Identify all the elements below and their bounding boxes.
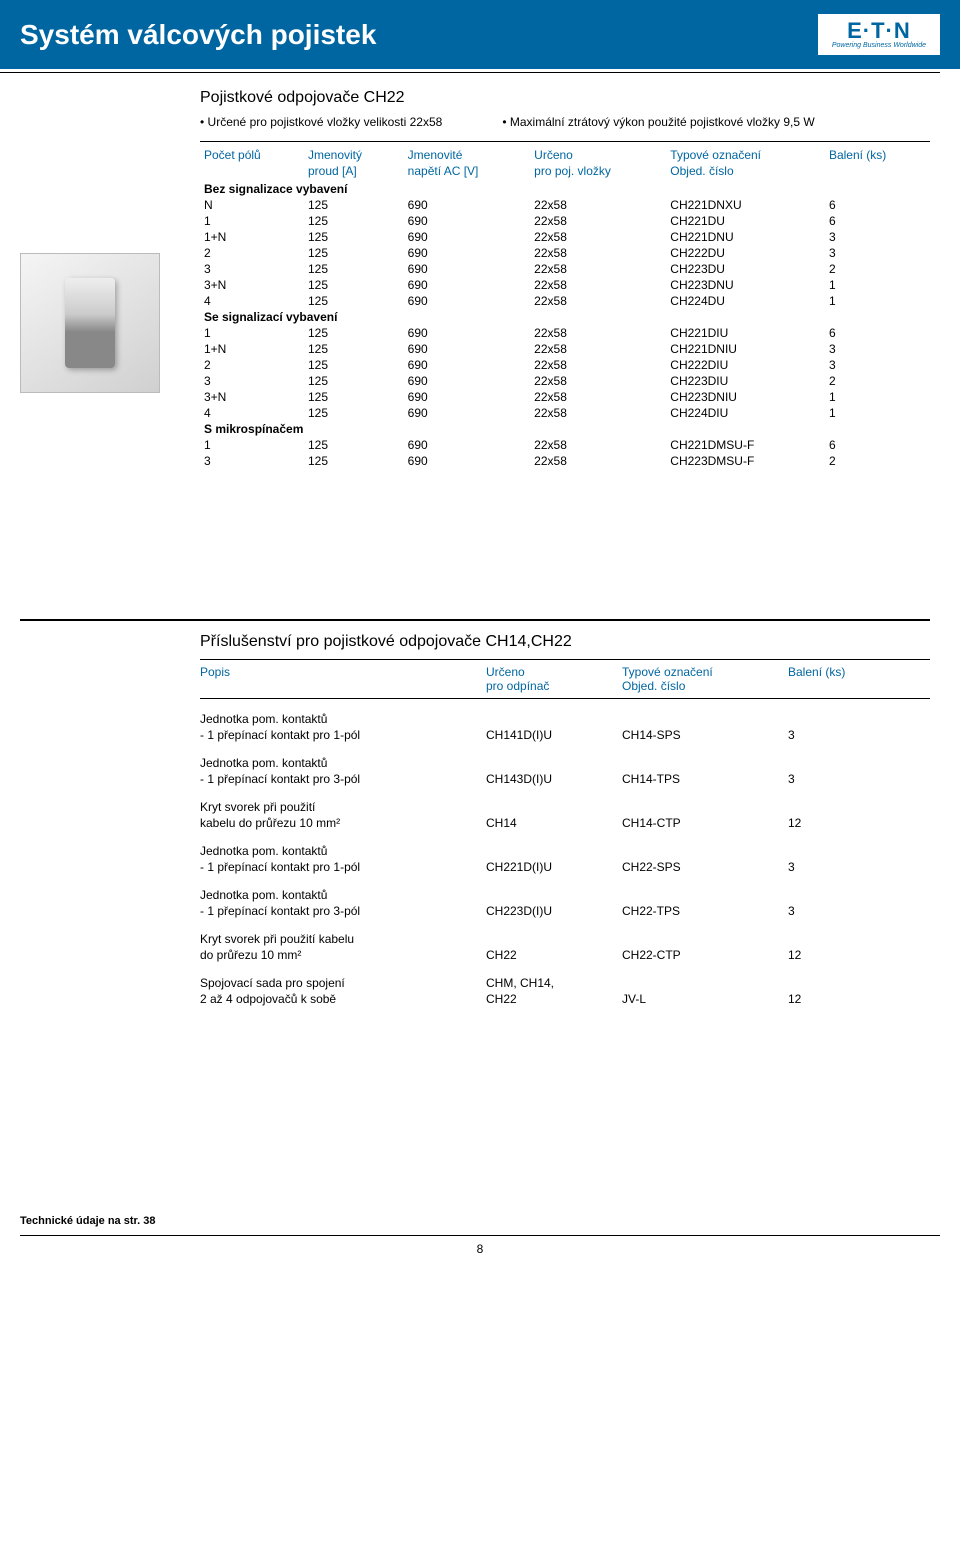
table-row: 112569022x58CH221DMSU-F6 [200,437,930,453]
bullet-1: Určené pro pojistkové vložky velikosti 2… [200,115,442,129]
group-title: S mikrospínačem [200,421,930,437]
table-row: 412569022x58CH224DU1 [200,293,930,309]
accessory-item: Jednotka pom. kontaktů- 1 přepínací kont… [200,755,930,787]
spec-table: Počet pólů Jmenovitýproud [A] Jmenovitén… [200,146,930,469]
group-title: Bez signalizace vybavení [200,181,930,197]
logo: E·T·N Powering Business Worldwide [818,14,940,55]
table-row: 1+N12569022x58CH221DNU3 [200,229,930,245]
divider [200,141,930,142]
table-row: 112569022x58CH221DU6 [200,213,930,229]
col-pack: Balení (ks) [825,146,930,181]
accessory-item: Jednotka pom. kontaktů- 1 přepínací kont… [200,843,930,875]
accessories-header: Popis Určenopro odpínač Typové označeníO… [200,664,930,694]
bullets: Určené pro pojistkové vložky velikosti 2… [200,115,930,129]
page-header: Systém válcových pojistek E·T·N Powering… [0,0,960,72]
section2-title: Příslušenství pro pojistkové odpojovače … [20,619,930,651]
col-for: Určenopro odpínač [486,665,616,693]
col-fuse: Určenopro poj. vložky [530,146,666,181]
accessory-item: Jednotka pom. kontaktů- 1 přepínací kont… [200,711,930,743]
col-desc: Popis [200,665,480,693]
group-title: Se signalizací vybavení [200,309,930,325]
table-row: 112569022x58CH221DIU6 [200,325,930,341]
table-row: 312569022x58CH223DIU2 [200,373,930,389]
section1-title: Pojistkové odpojovače CH22 [200,89,930,107]
accessory-item: Jednotka pom. kontaktů- 1 přepínací kont… [200,887,930,919]
footer-note: Technické údaje na str. 38 [0,1207,960,1235]
table-row: 3+N12569022x58CH223DNU1 [200,277,930,293]
accessories-body: Jednotka pom. kontaktů- 1 přepínací kont… [200,711,930,1007]
page-title: Systém válcových pojistek [20,19,376,51]
table-row: N12569022x58CH221DNXU6 [200,197,930,213]
table-row: 312569022x58CH223DMSU-F2 [200,453,930,469]
main-content: Pojistkové odpojovače CH22 Určené pro po… [0,73,960,499]
col-type: Typové označeníObjed. číslo [622,665,782,693]
product-image [20,253,160,393]
logo-text: E·T·N [847,18,911,43]
accessory-item: Spojovací sada pro spojeníCHM, CH14,2 až… [200,975,930,1007]
col-type: Typové označeníObjed. číslo [666,146,825,181]
table-row: 412569022x58CH224DIU1 [200,405,930,421]
table-row: 3+N12569022x58CH223DNIU1 [200,389,930,405]
col-current: Jmenovitýproud [A] [304,146,404,181]
divider [200,659,930,660]
bullet-2: Maximální ztrátový výkon použité pojistk… [502,115,814,129]
section2: Příslušenství pro pojistkové odpojovače … [0,619,960,1007]
logo-subtitle: Powering Business Worldwide [832,42,926,49]
table-row: 312569022x58CH223DU2 [200,261,930,277]
accessory-item: Kryt svorek při použitíkabelu do průřezu… [200,799,930,831]
col-pack: Balení (ks) [788,665,848,693]
divider [200,698,930,699]
accessory-item: Kryt svorek při použití kabeludo průřezu… [200,931,930,963]
table-row: 1+N12569022x58CH221DNIU3 [200,341,930,357]
table-row: 212569022x58CH222DU3 [200,245,930,261]
table-row: 212569022x58CH222DIU3 [200,357,930,373]
page-number: 8 [20,1235,940,1276]
col-poles: Počet pólů [200,146,304,181]
col-voltage: Jmenoviténapětí AC [V] [404,146,531,181]
